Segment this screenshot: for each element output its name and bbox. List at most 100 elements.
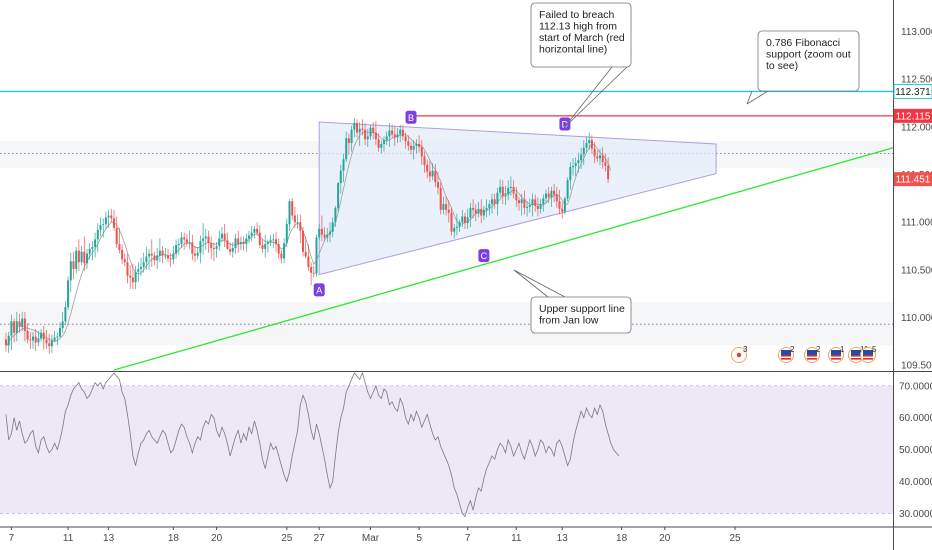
candle bbox=[26, 323, 29, 344]
candle-body bbox=[302, 230, 304, 252]
candle-body bbox=[604, 162, 607, 166]
candle-body bbox=[356, 123, 358, 133]
last-price-tag[interactable]: 111.451 bbox=[894, 172, 932, 187]
horizontal-levels[interactable] bbox=[0, 90, 893, 117]
economic-events[interactable]: 3221115 bbox=[731, 345, 878, 363]
candle bbox=[447, 200, 450, 223]
callout-text-line: 112.13 high from bbox=[539, 21, 617, 33]
candle-body bbox=[518, 200, 520, 204]
candle bbox=[291, 198, 294, 221]
candle bbox=[383, 136, 385, 152]
candle-body bbox=[242, 242, 245, 245]
callout-pointer-b bbox=[513, 269, 566, 298]
candle-body bbox=[488, 204, 491, 208]
triangle-area[interactable] bbox=[318, 121, 717, 276]
candle-body bbox=[501, 186, 504, 197]
price-tick-label: 111.000 bbox=[901, 218, 932, 229]
candle bbox=[115, 216, 118, 248]
support-line[interactable] bbox=[113, 147, 894, 371]
triangle-pattern[interactable] bbox=[318, 121, 717, 276]
rsi-tick-label: 30.0000 bbox=[899, 509, 932, 520]
candle-body bbox=[191, 242, 194, 254]
candle-body bbox=[442, 204, 445, 210]
candle-body bbox=[194, 253, 196, 256]
candle-body bbox=[374, 132, 377, 140]
candle bbox=[272, 233, 275, 248]
candle bbox=[399, 124, 402, 143]
candle-body bbox=[553, 190, 556, 195]
event-flag-icon[interactable]: 2 bbox=[804, 345, 822, 363]
pattern-point-b[interactable]: B bbox=[405, 110, 417, 124]
candle bbox=[175, 239, 178, 259]
time-tick-label: 7 bbox=[9, 533, 15, 544]
pattern-point-d[interactable]: D bbox=[559, 117, 571, 131]
rsi-tick-label: 40.0000 bbox=[899, 477, 932, 488]
candle-body bbox=[277, 244, 280, 254]
candle bbox=[563, 196, 566, 215]
candle-body bbox=[401, 129, 404, 137]
candle bbox=[585, 136, 588, 153]
event-flag-icon[interactable]: 2 bbox=[778, 345, 796, 363]
pattern-point-label: D bbox=[562, 119, 569, 129]
candle bbox=[507, 180, 510, 201]
event-flag-icon[interactable]: 1 bbox=[828, 345, 846, 363]
candle-body bbox=[37, 338, 40, 343]
candle bbox=[515, 186, 518, 207]
candle bbox=[523, 190, 526, 215]
candle-body bbox=[337, 183, 340, 208]
candle bbox=[366, 128, 369, 147]
candle-body bbox=[366, 136, 369, 140]
candle-body bbox=[410, 145, 412, 150]
candle bbox=[561, 202, 564, 219]
candle-body bbox=[126, 262, 129, 276]
fib-price-tag[interactable]: 112.371 bbox=[893, 83, 932, 99]
candle bbox=[415, 139, 418, 154]
candle bbox=[412, 140, 415, 160]
candle bbox=[569, 162, 572, 190]
candle bbox=[396, 127, 399, 144]
abcd-pattern-points[interactable]: A B C D bbox=[313, 110, 571, 297]
candle bbox=[269, 234, 272, 247]
candle-body bbox=[585, 143, 588, 148]
event-flag-icon[interactable]: 5 bbox=[860, 345, 878, 363]
candle-body bbox=[113, 218, 115, 228]
candle-body bbox=[183, 237, 186, 240]
candle bbox=[223, 224, 226, 247]
candle-body bbox=[212, 247, 215, 249]
candle-body bbox=[385, 136, 388, 141]
candle-body bbox=[202, 238, 205, 242]
event-count: 3 bbox=[743, 345, 748, 354]
candle-body bbox=[353, 123, 356, 130]
callout-text-line: from Jan low bbox=[539, 315, 599, 327]
candle-body bbox=[48, 343, 51, 347]
candle bbox=[388, 123, 391, 147]
candle bbox=[466, 208, 469, 229]
candle-body bbox=[550, 190, 553, 198]
pattern-point-c[interactable]: C bbox=[478, 249, 490, 263]
time-tick-label: 18 bbox=[616, 533, 628, 544]
callout-pointer-b bbox=[563, 66, 628, 129]
candle bbox=[59, 322, 61, 338]
time-tick-label: 27 bbox=[314, 533, 326, 544]
candle-body bbox=[29, 339, 32, 341]
callout-pointer-a bbox=[513, 269, 549, 298]
candle-body bbox=[96, 229, 99, 240]
candle-body bbox=[334, 207, 337, 223]
candle bbox=[593, 142, 596, 164]
candle bbox=[491, 193, 493, 214]
candle bbox=[5, 332, 7, 352]
candle bbox=[172, 246, 175, 265]
support-trendline[interactable] bbox=[113, 147, 894, 371]
high-price-tag[interactable]: 112.115 bbox=[894, 108, 932, 123]
candle-body bbox=[256, 228, 259, 233]
pattern-point-a[interactable]: A bbox=[313, 283, 325, 297]
event-dot-icon[interactable]: 3 bbox=[731, 345, 749, 363]
candle-body bbox=[329, 231, 331, 235]
candle bbox=[474, 204, 477, 222]
candle bbox=[596, 150, 599, 163]
